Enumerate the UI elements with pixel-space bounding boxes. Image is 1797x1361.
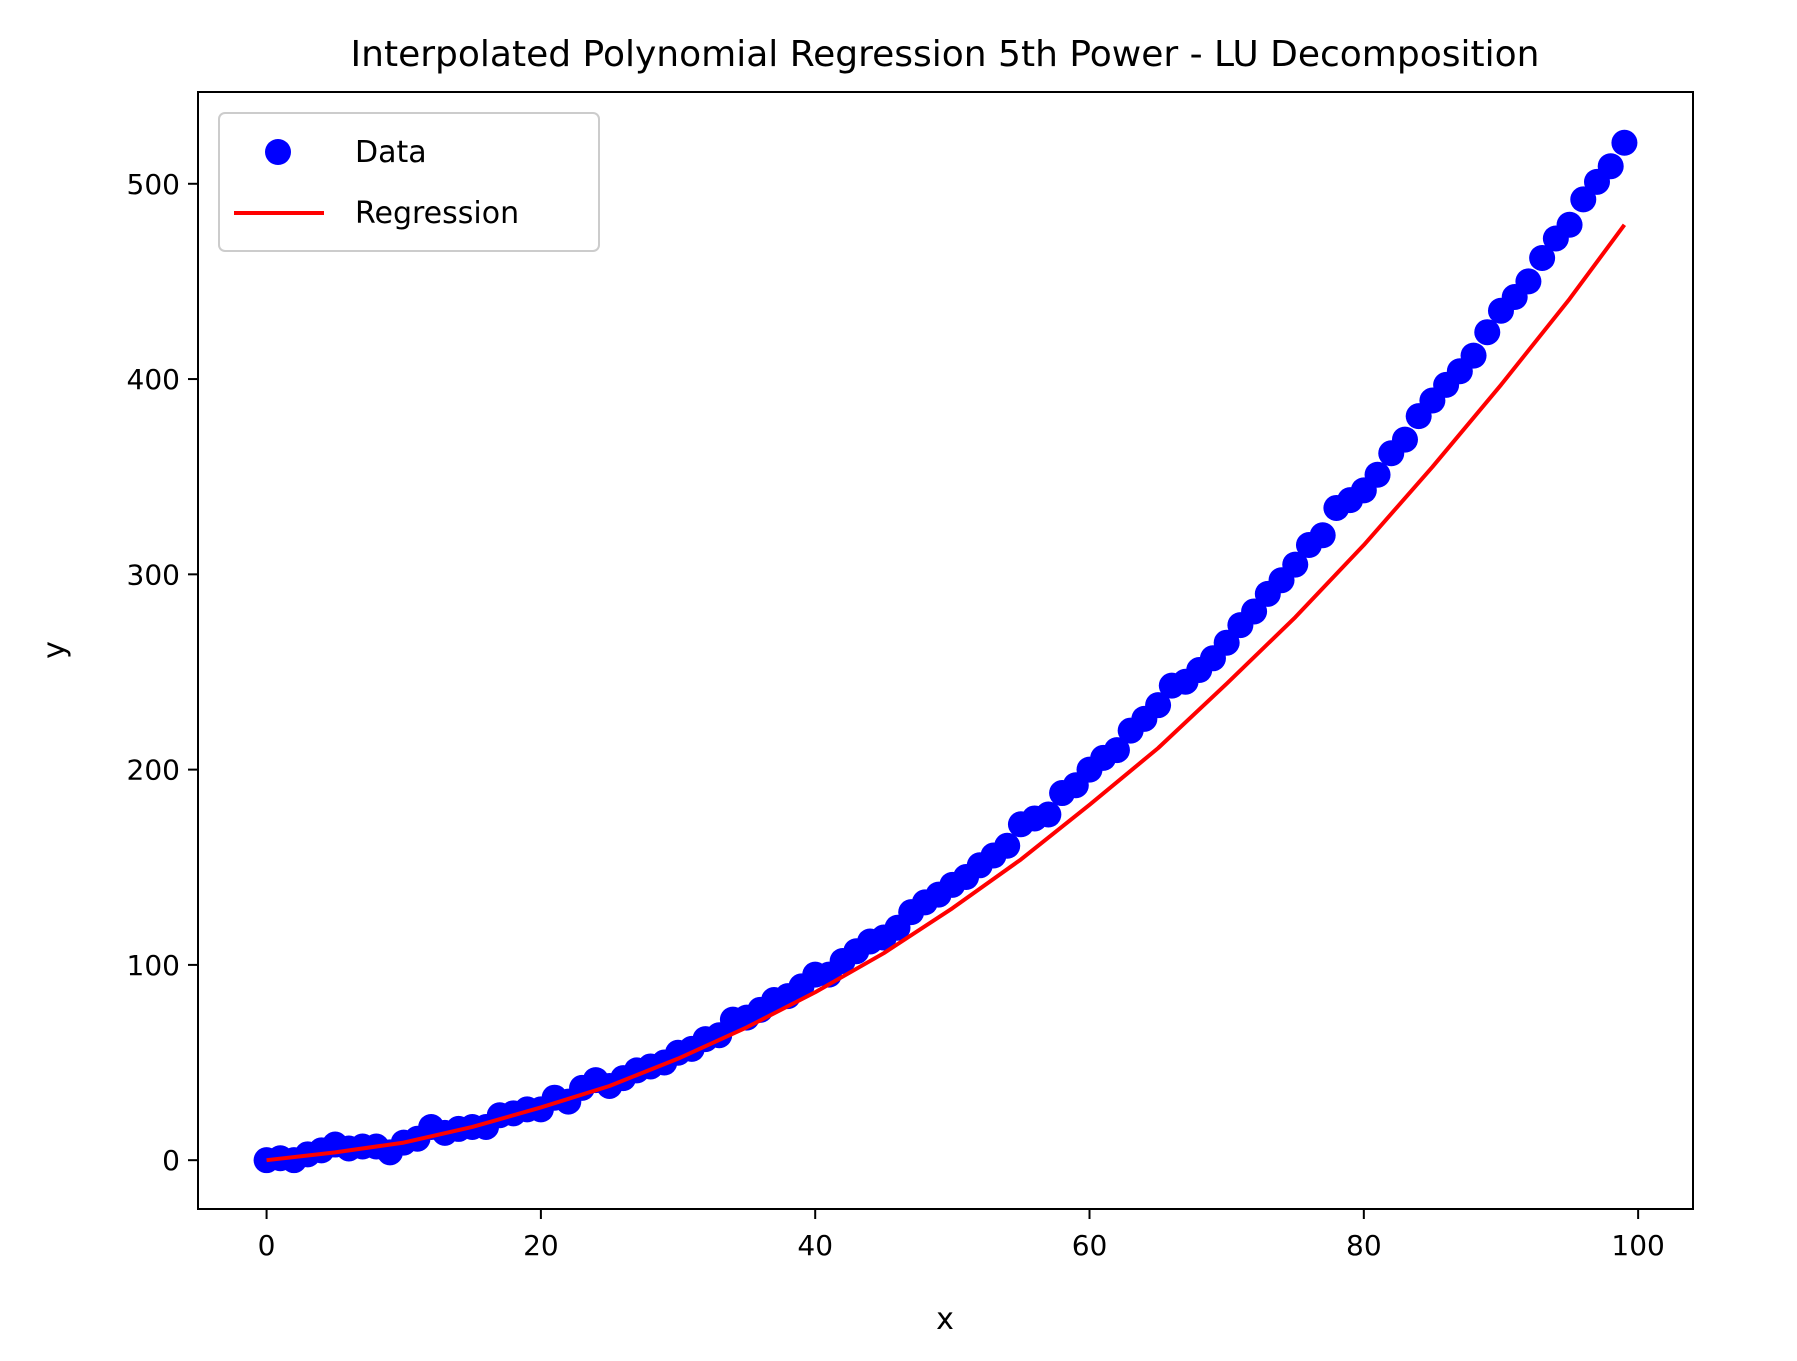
legend: Data Regression	[218, 112, 600, 252]
legend-label-data: Data	[355, 135, 427, 170]
x-tick-label: 100	[1611, 1229, 1664, 1262]
data-layer	[253, 129, 1638, 1174]
legend-marker-data	[265, 139, 291, 165]
y-axis-label: y	[37, 641, 72, 659]
x-tick-label: 40	[797, 1229, 833, 1262]
y-tick-label: 500	[127, 168, 180, 201]
y-tick-label: 200	[127, 754, 180, 787]
chart-title: Interpolated Polynomial Regression 5th P…	[351, 34, 1540, 75]
y-tick-label: 100	[127, 949, 180, 982]
data-point	[1529, 244, 1556, 271]
data-point	[1282, 551, 1309, 578]
data-point	[1460, 342, 1487, 369]
data-point	[1364, 461, 1391, 488]
regression-line	[266, 223, 1627, 1163]
x-tick-label: 20	[523, 1229, 559, 1262]
axes-frame	[197, 91, 1694, 1210]
data-point	[1611, 129, 1638, 156]
data-point	[994, 832, 1021, 859]
legend-label-regression: Regression	[355, 196, 519, 231]
data-point	[1597, 153, 1624, 180]
plot-area	[253, 129, 1638, 1174]
x-tick-label: 80	[1346, 1229, 1382, 1262]
data-point	[1103, 737, 1130, 764]
data-point	[1391, 426, 1418, 453]
x-tick-label: 60	[1072, 1229, 1108, 1262]
y-tick-label: 300	[127, 558, 180, 591]
data-point	[1241, 598, 1268, 625]
data-point	[1570, 186, 1597, 213]
data-point	[1309, 522, 1336, 549]
data-point	[1556, 211, 1583, 238]
data-point	[1213, 629, 1240, 656]
data-point	[1145, 692, 1172, 719]
x-axis: 0 20 40 60 80 100	[258, 1209, 1665, 1262]
data-point	[1515, 268, 1542, 295]
y-tick-label: 400	[127, 363, 180, 396]
legend-box	[218, 112, 600, 252]
data-point	[1035, 801, 1062, 828]
y-tick-label: 0	[162, 1144, 180, 1177]
data-point	[1474, 319, 1501, 346]
x-tick-label: 0	[258, 1229, 276, 1262]
regression-layer	[266, 223, 1627, 1163]
y-axis: 0 100 200 300 400 500	[127, 168, 198, 1177]
x-axis-label: x	[936, 1302, 954, 1337]
